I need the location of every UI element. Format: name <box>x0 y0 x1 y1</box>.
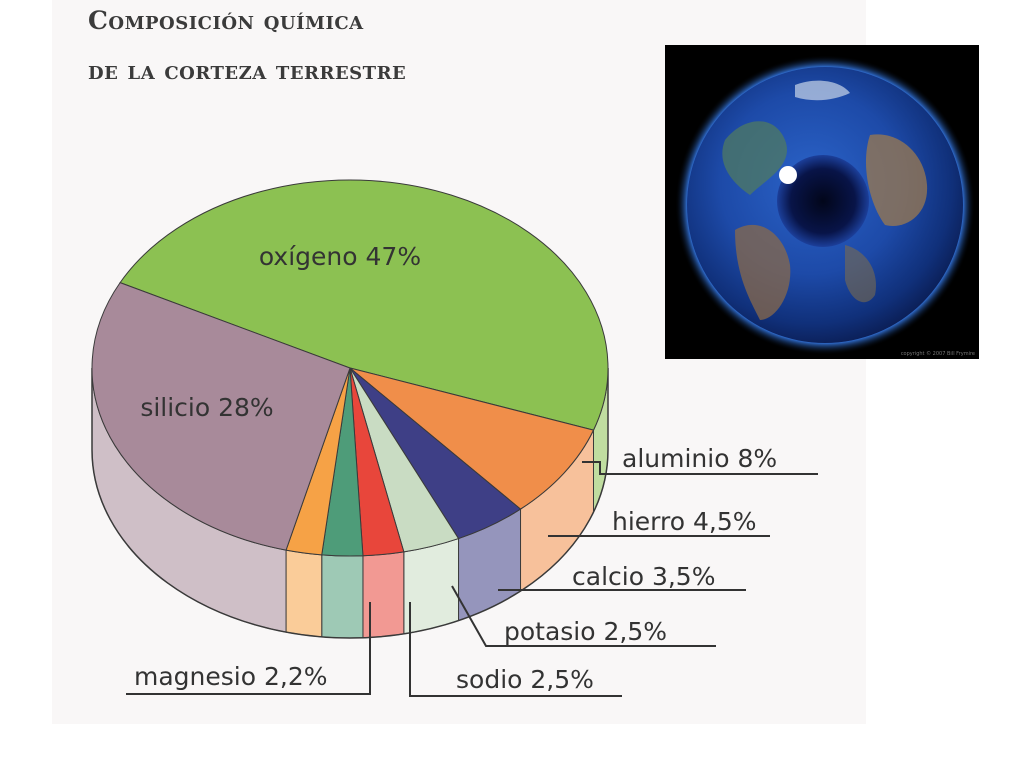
pie-side-sodio <box>321 554 364 639</box>
pie-top-face <box>91 179 609 557</box>
slice-label-silicio: silicio 28% <box>140 393 273 422</box>
callout-line-aluminio <box>582 461 818 475</box>
callout-label-calcio: calcio 3,5% <box>572 562 715 591</box>
callout-label-potasio: potasio 2,5% <box>504 617 667 646</box>
photo-credit: copyright © 2007 Bill Frymire <box>900 351 975 357</box>
pie-side-outline <box>91 368 609 639</box>
pie-inside-labels: oxígeno 47% silicio 28% <box>140 242 421 422</box>
pie-slice-silicio <box>91 282 351 551</box>
pie-side-calcio <box>403 537 460 635</box>
callout-label-sodio: sodio 2,5% <box>456 665 594 694</box>
pie-slice-aluminio <box>349 367 595 510</box>
earth-eye-photo: copyright © 2007 Bill Frymire <box>665 45 979 359</box>
callout-line-potasio <box>451 585 716 647</box>
callout-label-aluminio: aluminio 8% <box>622 444 777 473</box>
chart-title-line-2: de la corteza terrestre <box>88 56 407 85</box>
earth-eye-icon <box>675 55 975 355</box>
callout-line-magnesio <box>126 602 371 695</box>
pie-callouts: aluminio 8% hierro 4,5% calcio 3,5% potasio… <box>126 444 818 697</box>
callout-label-hierro: hierro 4,5% <box>612 507 757 536</box>
chart-title-line-1: Composición química <box>88 6 364 35</box>
callout-label-magnesio: magnesio 2,2% <box>134 662 328 691</box>
pie-slice-oxigeno <box>119 179 609 431</box>
slice-label-oxigeno: oxígeno 47% <box>259 242 421 271</box>
callout-line-sodio <box>409 602 622 697</box>
pie-side-magnesio <box>285 549 323 638</box>
